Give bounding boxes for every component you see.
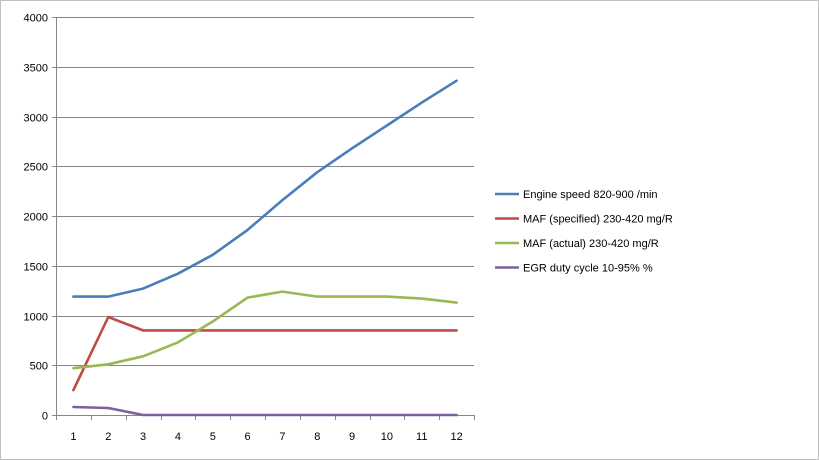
legend-label: MAF (actual) 230-420 mg/R	[523, 238, 659, 250]
legend-label: EGR duty cycle 10-95% %	[523, 263, 653, 275]
series-line-2	[72, 290, 458, 370]
gridlines	[56, 17, 474, 366]
series-line-3	[72, 405, 458, 417]
y-tick-label: 3500	[24, 63, 48, 75]
y-tick-label: 3000	[24, 113, 48, 125]
x-tick-label: 3	[140, 431, 146, 443]
y-tick-label: 1500	[24, 262, 48, 274]
x-tick-label: 9	[349, 431, 355, 443]
x-tick-label: 1	[70, 431, 76, 443]
legend: Engine speed 820-900 /min MAF (specified)…	[495, 189, 673, 275]
x-tick-label: 11	[416, 431, 427, 443]
x-tick-label: 10	[381, 431, 393, 443]
series-line-1	[72, 315, 458, 392]
series-lines	[72, 79, 458, 417]
series-line-0	[72, 79, 458, 298]
y-tick-label: 500	[30, 361, 48, 373]
x-tick-label: 4	[175, 431, 181, 443]
legend-label: Engine speed 820-900 /min	[523, 189, 658, 201]
x-tick-label: 6	[245, 431, 251, 443]
x-tick-label: 7	[279, 431, 285, 443]
y-tick-label: 0	[42, 411, 48, 423]
legend-label: MAF (specified) 230-420 mg/R	[523, 214, 673, 226]
x-tick-label: 8	[314, 431, 320, 443]
y-tick-label: 4000	[24, 13, 48, 25]
y-tick-label: 1000	[24, 312, 48, 324]
x-tick-label: 5	[210, 431, 216, 443]
x-tick-label: 2	[105, 431, 111, 443]
x-tick-label: 12	[450, 431, 462, 443]
y-tick-label: 2500	[24, 162, 48, 174]
y-tick-label: 2000	[24, 212, 48, 224]
